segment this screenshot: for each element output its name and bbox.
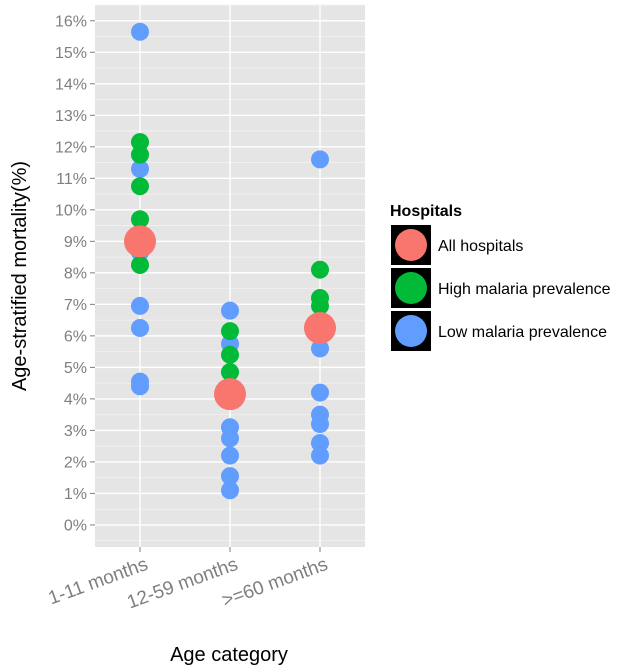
y-axis-title: Age-stratified mortality(%) (9, 161, 31, 391)
y-tick-label: 1% (64, 486, 87, 503)
data-point (311, 446, 329, 465)
legend: Hospitals All hospitals High malaria prev… (390, 203, 611, 351)
legend-label: All hospitals (438, 238, 523, 255)
x-axis-title: Age category (170, 644, 288, 665)
y-tick-label: 13% (55, 108, 87, 125)
data-point (221, 301, 239, 320)
data-point (131, 296, 149, 315)
data-point (221, 429, 239, 448)
data-point (131, 255, 149, 274)
data-point (131, 22, 149, 41)
y-axis: 0% 1% 2% 3% 4% 5% 6% 7% 8% 9% 10% 11% 12% 13% 14% 15% 16… (55, 13, 95, 534)
y-tick-label: 5% (64, 360, 87, 377)
data-point (311, 260, 329, 279)
y-tick-label: 8% (64, 265, 87, 282)
data-point (131, 133, 149, 152)
y-tick-label: 11% (56, 171, 87, 188)
data-point (311, 434, 329, 453)
y-tick-label: 14% (55, 76, 87, 93)
y-tick-label: 6% (64, 328, 87, 345)
data-points (124, 22, 336, 500)
data-point (221, 363, 239, 382)
data-point (131, 377, 149, 396)
legend-swatch (395, 272, 427, 304)
data-point (131, 159, 149, 178)
data-point (311, 415, 329, 434)
y-tick-label: 0% (64, 517, 87, 534)
data-point (221, 481, 239, 500)
data-point (221, 322, 239, 341)
data-point (214, 378, 246, 411)
legend-swatch (395, 229, 427, 261)
y-tick-label: 15% (55, 45, 87, 62)
y-tick-label: 4% (64, 391, 87, 408)
legend-title: Hospitals (390, 203, 462, 220)
data-point (221, 467, 239, 486)
data-point (311, 296, 329, 315)
data-point (221, 345, 239, 364)
y-tick-label: 16% (55, 13, 87, 30)
data-point (131, 177, 149, 196)
data-point (131, 145, 149, 164)
data-point (131, 318, 149, 337)
y-tick-label: 7% (64, 297, 87, 314)
data-point (221, 446, 239, 465)
y-tick-label: 12% (55, 139, 87, 156)
legend-label: High malaria prevalence (438, 281, 611, 298)
y-tick-label: 2% (64, 454, 87, 471)
y-tick-label: 3% (64, 423, 87, 440)
legend-label: Low malaria prevalence (438, 324, 607, 341)
data-point (304, 311, 336, 344)
legend-swatch (395, 315, 427, 347)
data-point (311, 339, 329, 358)
data-point (311, 383, 329, 402)
data-point (131, 210, 149, 229)
data-point (124, 225, 156, 258)
y-tick-label: 10% (55, 202, 87, 219)
data-point (311, 150, 329, 169)
y-tick-label: 9% (64, 234, 87, 251)
